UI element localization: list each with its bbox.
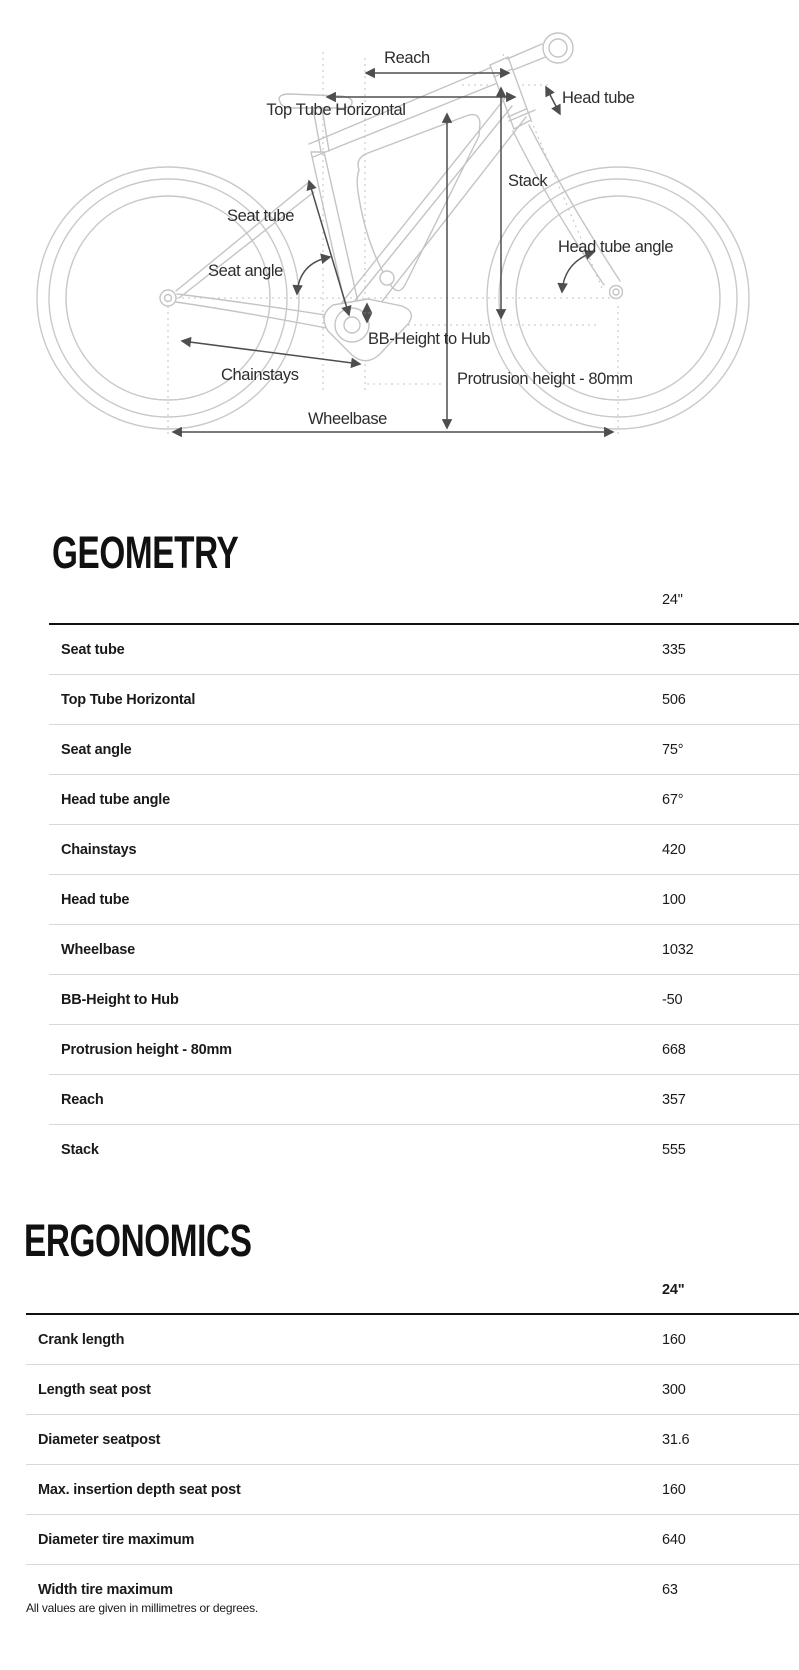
row-label: Protrusion height - 80mm — [61, 1041, 232, 1058]
table-row: Wheelbase 1032 — [49, 925, 799, 975]
ergonomics-table: 24" Crank length 160 Length seat post 30… — [26, 1250, 799, 1614]
row-value: 335 — [662, 641, 686, 658]
geometry-title: GEOMETRY — [52, 527, 239, 579]
label-protrusion: Protrusion height - 80mm — [457, 370, 633, 388]
dimension-seat-tube — [306, 179, 352, 317]
row-label: Wheelbase — [61, 941, 135, 958]
label-seat-tube: Seat tube — [227, 207, 294, 225]
units-note: All values are given in millimetres or d… — [26, 1601, 259, 1615]
row-label: Crank length — [38, 1331, 125, 1348]
table-row: Width tire maximum 63 — [26, 1565, 799, 1614]
row-label: Stack — [61, 1141, 99, 1158]
row-label: Diameter tire maximum — [38, 1531, 195, 1548]
row-value: 300 — [662, 1381, 686, 1398]
label-chainstays: Chainstays — [221, 366, 299, 384]
dimension-head-tube-angle — [557, 249, 596, 294]
dimension-arrows — [171, 67, 615, 438]
table-row: Seat angle 75° — [49, 725, 799, 775]
row-label: Seat tube — [61, 641, 125, 658]
table-row: Reach 357 — [49, 1075, 799, 1125]
dimension-seat-angle — [292, 253, 332, 296]
row-value: 555 — [662, 1141, 686, 1158]
label-reach: Reach — [384, 49, 430, 67]
ergonomics-size-header: 24" — [662, 1282, 685, 1298]
rear-wheel — [36, 166, 300, 430]
table-row: BB-Height to Hub -50 — [49, 975, 799, 1025]
ergonomics-table-header: 24" — [26, 1250, 799, 1315]
ergonomics-title: ERGONOMICS — [24, 1215, 252, 1267]
row-value: 506 — [662, 691, 686, 708]
row-value: 1032 — [662, 941, 694, 958]
geometry-table-header: 24" — [49, 560, 799, 625]
bike-geometry-diagram: Reach Top Tube Horizontal Head tube Stac… — [0, 0, 799, 445]
row-label: Seat angle — [61, 741, 132, 758]
table-row: Crank length 160 — [26, 1315, 799, 1365]
label-head-tube: Head tube — [562, 89, 635, 107]
table-row: Stack 555 — [49, 1125, 799, 1174]
row-label: Head tube angle — [61, 791, 170, 808]
row-value: 160 — [662, 1331, 686, 1348]
table-row: Head tube 100 — [49, 875, 799, 925]
label-wheelbase: Wheelbase — [308, 410, 387, 428]
row-label: Width tire maximum — [38, 1581, 173, 1598]
label-head-tube-angle: Head tube angle — [558, 238, 673, 256]
row-label: Length seat post — [38, 1381, 151, 1398]
row-value: 640 — [662, 1531, 686, 1548]
row-label: BB-Height to Hub — [61, 991, 179, 1008]
table-row: Chainstays 420 — [49, 825, 799, 875]
geometry-table: 24" Seat tube 335 Top Tube Horizontal 50… — [49, 560, 799, 1174]
row-value: 31.6 — [662, 1431, 690, 1448]
row-label: Head tube — [61, 891, 130, 908]
row-value: 67° — [662, 791, 684, 808]
table-row: Max. insertion depth seat post 160 — [26, 1465, 799, 1515]
geometry-size-header: 24" — [662, 592, 683, 608]
label-seat-angle: Seat angle — [208, 262, 283, 280]
bike-frame — [159, 32, 624, 362]
table-row: Head tube angle 67° — [49, 775, 799, 825]
label-bb-height: BB-Height to Hub — [368, 330, 490, 348]
diagram-labels: Reach Top Tube Horizontal Head tube Stac… — [208, 49, 674, 428]
label-top-tube: Top Tube Horizontal — [266, 101, 405, 119]
row-value: 668 — [662, 1041, 686, 1058]
row-label: Max. insertion depth seat post — [38, 1481, 241, 1498]
row-label: Chainstays — [61, 841, 137, 858]
row-label: Reach — [61, 1091, 104, 1108]
row-value: 75° — [662, 741, 684, 758]
table-row: Seat tube 335 — [49, 625, 799, 675]
row-value: -50 — [662, 991, 683, 1008]
row-value: 357 — [662, 1091, 686, 1108]
table-row: Diameter tire maximum 640 — [26, 1515, 799, 1565]
row-value: 160 — [662, 1481, 686, 1498]
table-row: Length seat post 300 — [26, 1365, 799, 1415]
table-row: Diameter seatpost 31.6 — [26, 1415, 799, 1465]
row-value: 100 — [662, 891, 686, 908]
row-value: 63 — [662, 1581, 678, 1598]
label-stack: Stack — [508, 172, 548, 190]
dimension-chainstays — [180, 336, 362, 369]
table-row: Protrusion height - 80mm 668 — [49, 1025, 799, 1075]
row-label: Top Tube Horizontal — [61, 691, 196, 708]
dimension-head-tube — [545, 85, 561, 116]
row-value: 420 — [662, 841, 686, 858]
table-row: Top Tube Horizontal 506 — [49, 675, 799, 725]
row-label: Diameter seatpost — [38, 1431, 161, 1448]
